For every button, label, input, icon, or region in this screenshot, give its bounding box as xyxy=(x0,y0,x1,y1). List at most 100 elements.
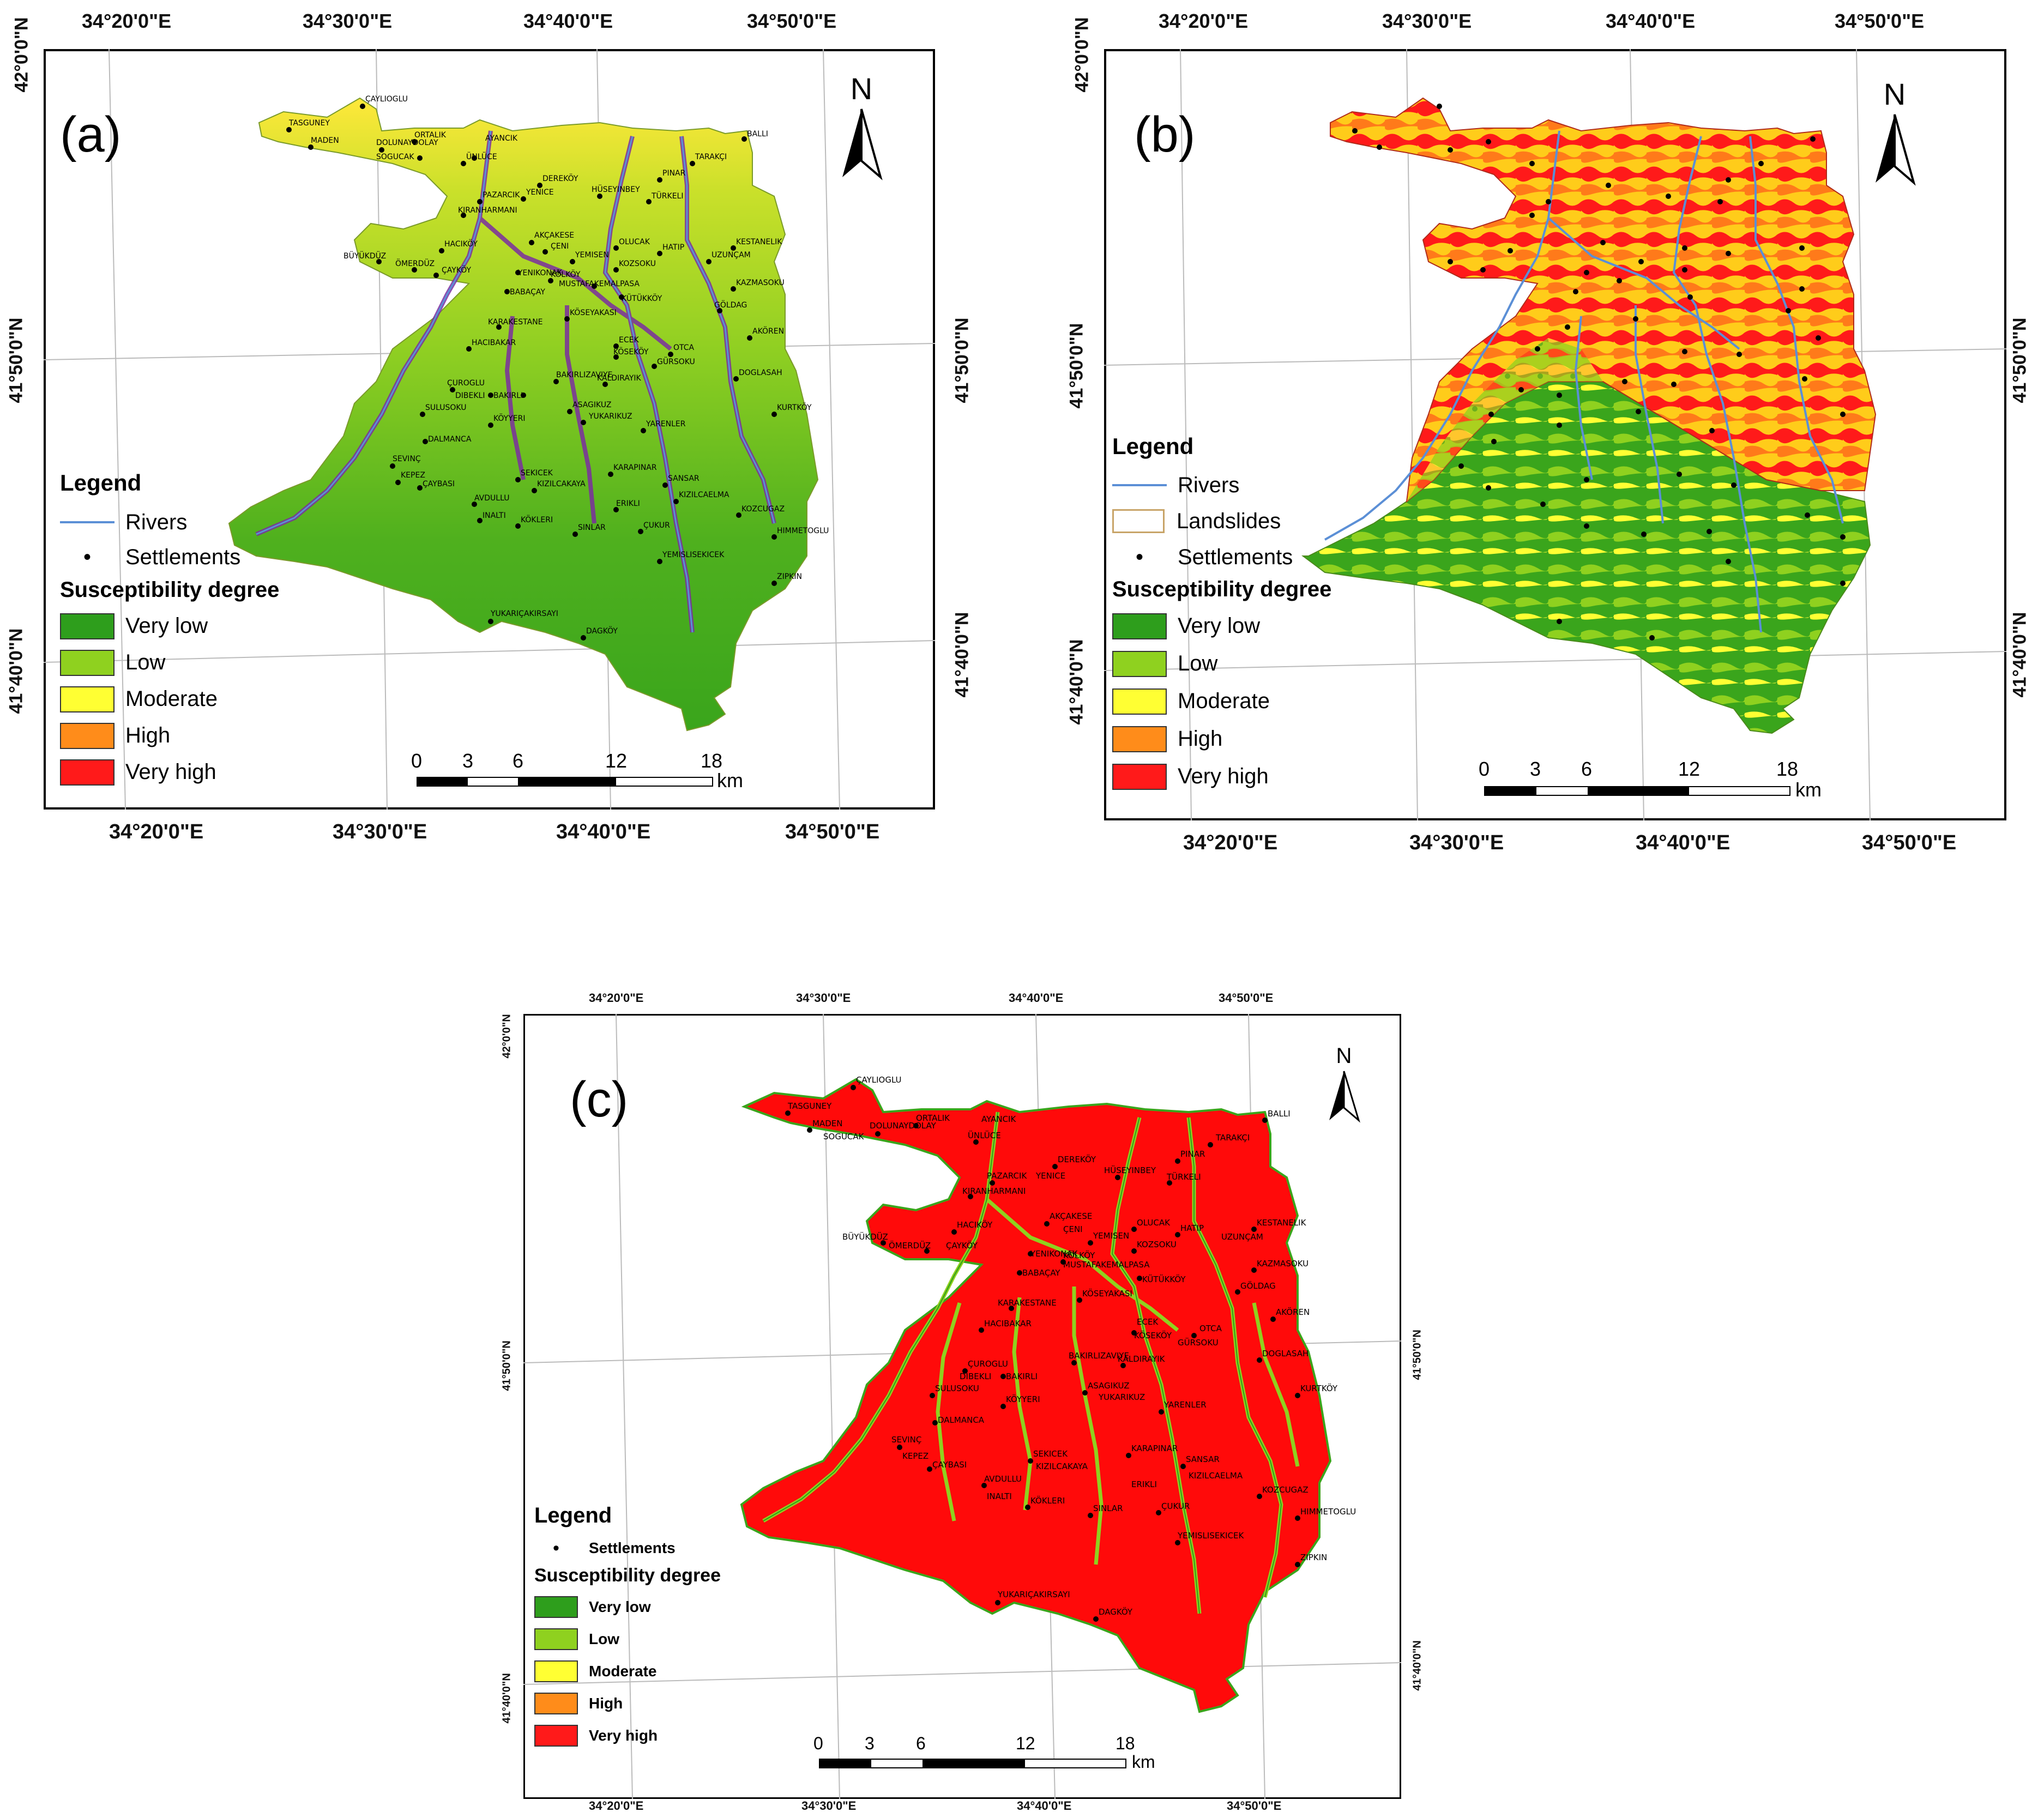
svg-text:ZIPKIN: ZIPKIN xyxy=(777,572,802,581)
svg-text:HACIBAKAR: HACIBAKAR xyxy=(984,1319,1032,1328)
svg-text:KARAPINAR: KARAPINAR xyxy=(613,463,657,472)
north-arrow-c: N xyxy=(1325,1044,1363,1126)
svg-text:MADEN: MADEN xyxy=(311,136,339,145)
legend-subtitle-b: Susceptibility degree xyxy=(1112,577,1332,601)
bottom-tick-b-1: 34°30'0"E xyxy=(1409,831,1504,854)
scale-tick: 12 xyxy=(605,750,628,772)
scale-unit: km xyxy=(717,769,743,792)
legend-a: Legend Rivers • Settlements Susceptibili… xyxy=(60,470,343,790)
svg-text:DALMANCA: DALMANCA xyxy=(428,435,472,444)
svg-text:YARENLER: YARENLER xyxy=(646,420,686,428)
svg-text:ÇAYBASI: ÇAYBASI xyxy=(932,1460,967,1470)
svg-text:HATIP: HATIP xyxy=(662,243,684,252)
svg-text:YENIKONAK: YENIKONAK xyxy=(517,269,562,277)
legend-class-b-4: Very high xyxy=(1112,758,1396,795)
svg-text:OTCA: OTCA xyxy=(673,343,695,352)
bottom-tick-a-0: 34°20'0"E xyxy=(109,820,204,843)
map-canvas-a: ÇAYLIOGLU TASGUNEY MADEN ORTALIKDOLUNAYDOL… xyxy=(43,49,936,810)
north-arrow-icon xyxy=(1876,114,1916,186)
svg-text:KOZCUGAZ: KOZCUGAZ xyxy=(741,505,785,514)
svg-text:KESTANELIK: KESTANELIK xyxy=(736,238,782,246)
svg-text:SOGUCAK: SOGUCAK xyxy=(376,153,414,161)
study-area-b-north xyxy=(1330,97,1877,503)
panel-label-a: (a) xyxy=(60,107,122,162)
panel-label-b: (b) xyxy=(1134,107,1196,162)
svg-text:ÖMERDÜZ: ÖMERDÜZ xyxy=(395,258,435,268)
legend-settlements-b: • Settlements xyxy=(1112,539,1396,575)
svg-text:YENICE: YENICE xyxy=(526,188,554,197)
svg-text:BAKIRLIZAVIYE: BAKIRLIZAVIYE xyxy=(1069,1351,1129,1361)
legend-item-label: Settlements xyxy=(589,1539,676,1556)
svg-text:KARAKESTANE: KARAKESTANE xyxy=(998,1298,1057,1308)
legend-subtitle-a: Susceptibility degree xyxy=(60,578,280,602)
svg-text:AVDULLU: AVDULLU xyxy=(474,494,509,503)
scale-tick: 0 xyxy=(411,750,423,772)
top-tick-b-2: 34°40'0"E xyxy=(1606,10,1696,32)
bottom-tick-c-0: 34°20'0"E xyxy=(589,1799,644,1813)
scale-tick: 12 xyxy=(1678,758,1701,780)
river-line-icon xyxy=(60,521,114,523)
svg-text:DOLUNAYDOLAY: DOLUNAYDOLAY xyxy=(376,138,438,147)
scale-segments xyxy=(1484,786,1790,796)
legend-settlements-a: • Settlements xyxy=(60,540,343,575)
map-panel-c: 34°20'0"E 34°30'0"E 34°40'0"E 34°50'0"E … xyxy=(491,976,1439,1818)
svg-text:DOGLASAH: DOGLASAH xyxy=(739,369,782,377)
legend-class-label: Moderate xyxy=(589,1662,657,1680)
svg-text:AKÇAKESE: AKÇAKESE xyxy=(534,231,574,240)
legend-class-b-0: Very low xyxy=(1112,607,1396,645)
scale-bar-b: 0 3 6 12 18 km xyxy=(1479,758,1831,801)
svg-text:YARENLER: YARENLER xyxy=(1163,1400,1207,1410)
svg-text:BAKIRLIZAVIYE: BAKIRLIZAVIYE xyxy=(556,371,613,379)
legend-item-label: Rivers xyxy=(1178,473,1240,497)
svg-text:DAGKÖY: DAGKÖY xyxy=(1099,1606,1133,1617)
right-tick-a-0: 41°50'0"N xyxy=(951,317,973,403)
svg-text:AKÖREN: AKÖREN xyxy=(752,326,784,336)
bottom-tick-c-1: 34°30'0"E xyxy=(801,1799,857,1813)
svg-text:UZUNÇAM: UZUNÇAM xyxy=(1221,1232,1263,1242)
swatch-very-low xyxy=(60,613,114,639)
svg-text:OLUCAK: OLUCAK xyxy=(619,238,650,246)
svg-text:HIMMETOGLU: HIMMETOGLU xyxy=(777,527,829,535)
svg-text:KÖLKÖY: KÖLKÖY xyxy=(1063,1250,1095,1260)
svg-text:HACIKÖY: HACIKÖY xyxy=(444,239,478,249)
svg-text:SANSAR: SANSAR xyxy=(668,474,700,483)
scale-bar-a: 0 3 6 12 18 km xyxy=(411,750,743,793)
top-tick-a-0: 34°20'0"E xyxy=(82,10,172,32)
swatch-low xyxy=(60,649,114,676)
svg-text:KURTKÖY: KURTKÖY xyxy=(1300,1383,1338,1393)
scale-tick: 0 xyxy=(813,1734,823,1753)
legend-class-label: Very low xyxy=(589,1598,651,1615)
svg-text:KIZILCAKAYA: KIZILCAKAYA xyxy=(537,480,586,488)
top-tick-b-0: 34°20'0"E xyxy=(1159,10,1249,32)
bottom-tick-b-3: 34°50'0"E xyxy=(1862,831,1957,854)
svg-text:BABAÇAY: BABAÇAY xyxy=(510,288,545,297)
svg-text:KÖLKÖY: KÖLKÖY xyxy=(551,269,581,279)
svg-text:ERIKLI: ERIKLI xyxy=(616,499,640,508)
svg-text:KÜTÜKKÖY: KÜTÜKKÖY xyxy=(1142,1274,1186,1284)
swatch-high xyxy=(60,722,114,749)
svg-text:SINLAR: SINLAR xyxy=(578,523,606,532)
svg-text:KOZSOKU: KOZSOKU xyxy=(1137,1240,1177,1249)
svg-text:YEMISEN: YEMISEN xyxy=(575,251,609,259)
north-arrow-a: N xyxy=(837,71,886,185)
bottom-tick-b-2: 34°40'0"E xyxy=(1636,831,1731,854)
svg-text:ÇAYKÖY: ÇAYKÖY xyxy=(442,265,471,275)
north-label-a: N xyxy=(850,71,873,106)
svg-text:HIMMETOGLU: HIMMETOGLU xyxy=(1300,1507,1356,1517)
svg-text:KEPEZ: KEPEZ xyxy=(902,1451,928,1461)
svg-text:DAGKÖY: DAGKÖY xyxy=(586,626,618,636)
svg-text:YEMISLISEKICEK: YEMISLISEKICEK xyxy=(662,551,725,559)
legend-item-label: Rivers xyxy=(125,510,188,534)
rivers-c-dark xyxy=(763,1112,1282,1614)
scale-tick: 6 xyxy=(512,750,524,772)
settlement-dot-icon: • xyxy=(553,1537,559,1559)
swatch-very-low xyxy=(1112,613,1167,639)
settlements-a xyxy=(286,104,777,641)
scale-segments xyxy=(417,777,713,787)
legend-item-label: Settlements xyxy=(125,545,241,569)
svg-text:ÇUKUR: ÇUKUR xyxy=(1161,1501,1190,1511)
settlement-labels-c: ÇAYLIOGLU TASGUNEY MADEN ORTALIKDOLUNAYDOL… xyxy=(787,1075,1356,1617)
svg-text:TÜRKELI: TÜRKELI xyxy=(1166,1171,1201,1182)
svg-text:DIBEKLI: DIBEKLI xyxy=(960,1372,991,1381)
svg-text:KALDIRAYIK: KALDIRAYIK xyxy=(1118,1354,1166,1364)
